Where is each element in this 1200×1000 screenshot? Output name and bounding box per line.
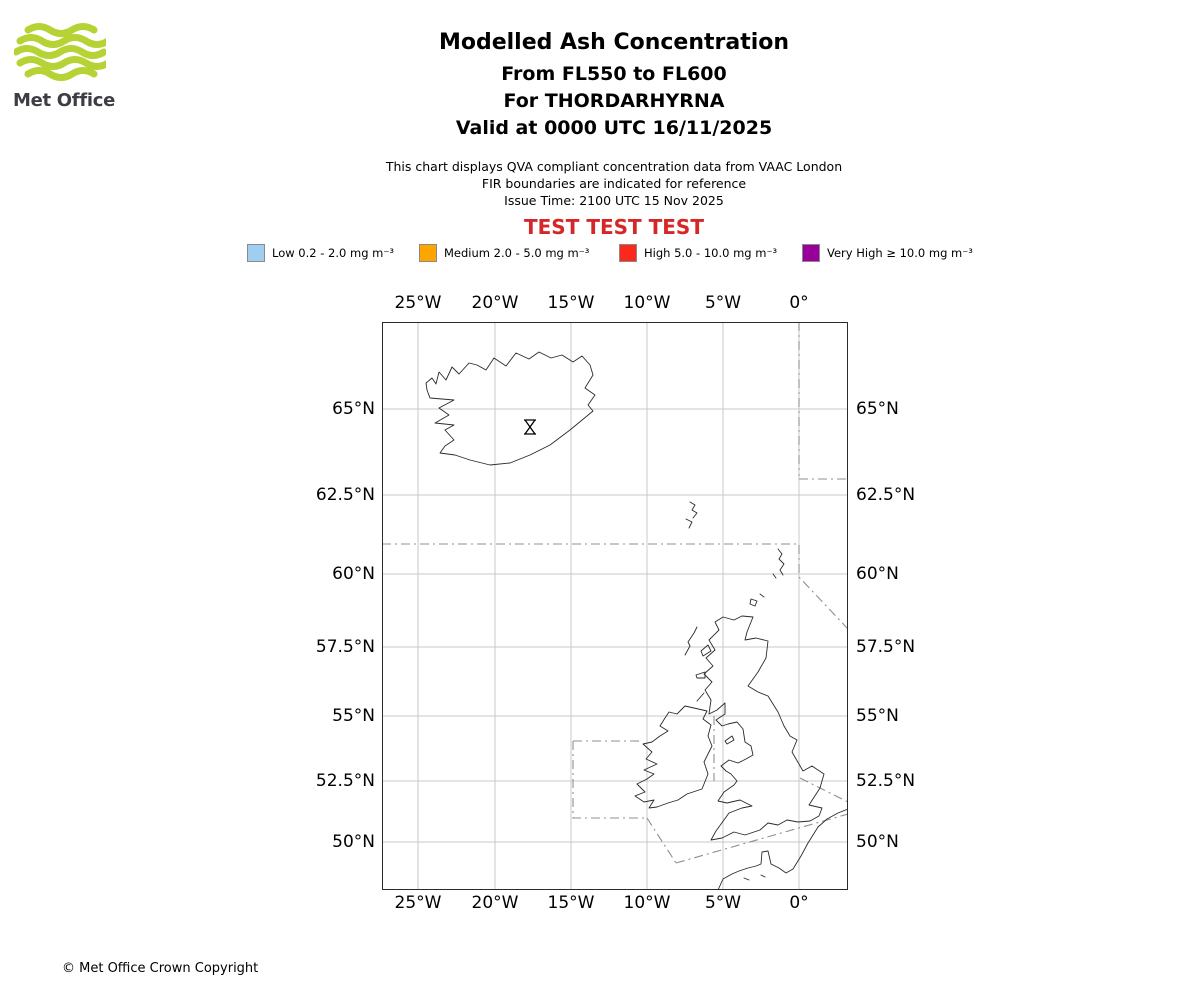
x-axis-label-top: 0°	[789, 293, 809, 313]
subtitle-volcano: For THORDARHYRNA	[503, 90, 725, 112]
coastline-continent	[717, 808, 848, 890]
y-axis-label-right: 62.5°N	[856, 485, 916, 505]
coastline-iceland	[425, 351, 596, 466]
map-frame	[382, 322, 848, 890]
coastlines	[425, 351, 848, 890]
y-axis-label-left: 57.5°N	[315, 637, 375, 657]
x-axis-label-bottom: 5°W	[704, 893, 742, 913]
x-axis-label-top: 20°W	[471, 293, 519, 313]
legend-label-low: Low 0.2 - 2.0 mg m⁻³	[272, 246, 395, 260]
y-axis-label-left: 65°N	[332, 399, 375, 419]
coastline-orkney	[749, 593, 765, 607]
note-fir: FIR boundaries are indicated for referen…	[481, 176, 747, 191]
issue-time: Issue Time: 2100 UTC 15 Nov 2025	[504, 193, 724, 208]
page-title: Modelled Ash Concentration	[438, 30, 790, 55]
y-axis-label-left: 52.5°N	[315, 771, 375, 791]
x-axis-label-bottom: 10°W	[623, 893, 671, 913]
legend-item-medium: Medium 2.0 - 5.0 mg m⁻³	[419, 244, 589, 262]
coastline-hebrides	[684, 626, 712, 702]
note-qva: This chart displays QVA compliant concen…	[385, 159, 843, 174]
y-axis-label-left: 50°N	[332, 832, 375, 852]
met-office-logo	[12, 22, 112, 88]
legend-swatch-medium	[419, 244, 437, 262]
legend-label-very-high: Very High ≥ 10.0 mg m⁻³	[827, 246, 973, 260]
y-axis-label-left: 55°N	[332, 706, 375, 726]
x-axis-label-bottom: 25°W	[394, 893, 442, 913]
coastline-isle-of-man	[724, 735, 735, 745]
subtitle-valid-time: Valid at 0000 UTC 16/11/2025	[455, 117, 773, 139]
coastline-channel-islands	[743, 874, 766, 881]
coastline-great-britain	[703, 615, 825, 841]
copyright-text: © Met Office Crown Copyright	[62, 961, 259, 976]
legend-item-very-high: Very High ≥ 10.0 mg m⁻³	[802, 244, 973, 262]
x-axis-label-bottom: 20°W	[471, 893, 519, 913]
y-axis-label-right: 52.5°N	[856, 771, 916, 791]
logo-waves-icon	[12, 23, 112, 81]
y-axis-label-right: 60°N	[856, 564, 899, 584]
legend-item-high: High 5.0 - 10.0 mg m⁻³	[619, 244, 777, 262]
subtitle-flight-levels: From FL550 to FL600	[501, 63, 727, 85]
x-axis-label-top: 5°W	[704, 293, 742, 313]
x-axis-label-top: 25°W	[394, 293, 442, 313]
fir-boundary-lines	[382, 322, 848, 864]
coastline-shetland	[772, 548, 785, 579]
y-axis-label-left: 62.5°N	[315, 485, 375, 505]
y-axis-label-left: 60°N	[332, 564, 375, 584]
y-axis-label-right: 57.5°N	[856, 637, 916, 657]
map-gridlines	[382, 322, 848, 890]
y-axis-label-right: 55°N	[856, 706, 899, 726]
x-axis-label-bottom: 0°	[789, 893, 809, 913]
y-axis-label-right: 65°N	[856, 399, 899, 419]
legend-swatch-very-high	[802, 244, 820, 262]
legend-swatch-high	[619, 244, 637, 262]
legend-label-medium: Medium 2.0 - 5.0 mg m⁻³	[444, 246, 590, 260]
legend-item-low: Low 0.2 - 2.0 mg m⁻³	[247, 244, 394, 262]
legend-swatch-low	[247, 244, 265, 262]
map-canvas	[382, 322, 848, 890]
legend-label-high: High 5.0 - 10.0 mg m⁻³	[644, 246, 778, 260]
x-axis-label-bottom: 15°W	[547, 893, 595, 913]
brand-name: Met Office	[13, 90, 116, 111]
coastline-faroes	[685, 501, 698, 529]
x-axis-label-top: 10°W	[623, 293, 671, 313]
x-axis-label-top: 15°W	[547, 293, 595, 313]
volcano-icon	[524, 419, 536, 435]
coastline-ireland	[634, 705, 713, 809]
y-axis-label-right: 50°N	[856, 832, 899, 852]
test-banner: TEST TEST TEST	[524, 215, 704, 239]
